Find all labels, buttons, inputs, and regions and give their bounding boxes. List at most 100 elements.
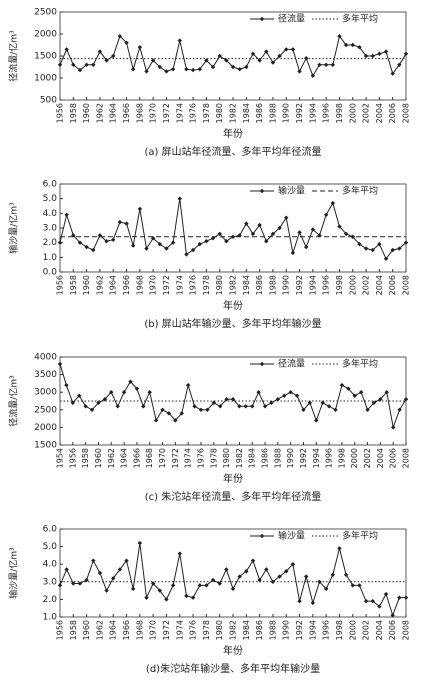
data-point xyxy=(365,407,370,412)
x-tick-label: 2004 xyxy=(375,103,384,123)
data-point xyxy=(102,397,108,402)
data-point xyxy=(357,241,362,247)
x-tick-label: 1974 xyxy=(175,103,184,123)
legend-label: 多年平均 xyxy=(342,530,378,542)
chart-panel: 500 1000 1500 2000 2500 1956 1958 1960 1962 1964 1… xyxy=(8,8,411,159)
data-point xyxy=(323,212,329,217)
data-point xyxy=(84,244,89,250)
data-point xyxy=(264,239,269,244)
data-point xyxy=(71,233,76,238)
data-point xyxy=(343,42,349,48)
y-tick-label: 6.0 xyxy=(43,180,58,190)
x-tick-label: 1984 xyxy=(248,448,257,468)
x-tick-label: 2006 xyxy=(388,275,397,295)
data-point xyxy=(137,45,143,50)
data-point xyxy=(224,397,229,402)
x-tick-label: 1972 xyxy=(162,103,171,123)
x-tick-label: 1972 xyxy=(162,620,171,640)
data-point xyxy=(310,227,316,232)
data-point xyxy=(77,393,82,398)
y-axis-label: 径流量/亿m³ xyxy=(8,30,20,82)
data-point xyxy=(150,581,156,586)
data-point xyxy=(205,407,210,412)
data-point xyxy=(257,58,262,63)
data-point xyxy=(164,597,169,602)
x-tick-label: 1968 xyxy=(145,448,154,468)
y-tick-label: 6.0 xyxy=(43,525,58,535)
data-point xyxy=(337,224,342,229)
x-tick-label: 1958 xyxy=(69,620,78,640)
data-point xyxy=(390,613,395,618)
x-tick-label: 1964 xyxy=(109,275,118,295)
data-point xyxy=(197,67,202,72)
x-tick-label: 1990 xyxy=(282,103,291,123)
data-line xyxy=(59,543,406,617)
data-point xyxy=(157,64,163,70)
data-point xyxy=(64,382,69,388)
x-tick-label: 1992 xyxy=(299,448,308,468)
data-point xyxy=(70,400,76,405)
x-tick-label: 1970 xyxy=(149,620,158,640)
x-tick-label: 2004 xyxy=(375,275,384,295)
data-point xyxy=(204,239,209,244)
x-tick-label: 1978 xyxy=(202,103,211,123)
x-tick-label: 1990 xyxy=(286,448,295,468)
chart-panel: 0.0 1.0 2.0 3.0 4.0 5.0 6.0 1956 1958 1960 1962 196… xyxy=(8,180,411,331)
data-point xyxy=(250,558,256,563)
data-point xyxy=(270,60,276,65)
data-point xyxy=(317,579,322,584)
x-tick-label: 1994 xyxy=(308,620,317,640)
data-point xyxy=(377,51,382,56)
x-tick-label: 1980 xyxy=(215,275,224,295)
data-point xyxy=(270,231,276,237)
x-tick-label: 1984 xyxy=(242,103,251,123)
data-point xyxy=(264,49,269,54)
data-point xyxy=(269,400,274,405)
data-point xyxy=(130,67,136,72)
caption: (d)朱沱站年输沙量、多年平均年输沙量 xyxy=(146,662,320,675)
data-point xyxy=(177,196,182,201)
data-point xyxy=(262,404,268,409)
legend-label: 输沙量 xyxy=(278,530,305,542)
data-point xyxy=(303,574,309,579)
x-tick-label: 1976 xyxy=(189,620,198,640)
x-tick-label: 1986 xyxy=(261,448,270,468)
x-tick-label: 2002 xyxy=(362,620,371,640)
x-tick-label: 2002 xyxy=(362,275,371,295)
data-point xyxy=(160,407,165,412)
legend-label: 多年平均 xyxy=(342,13,378,25)
data-point xyxy=(124,40,129,45)
data-point xyxy=(210,577,216,583)
x-tick-label: 1990 xyxy=(282,275,291,295)
data-point xyxy=(130,243,136,248)
data-point xyxy=(117,219,123,225)
data-point xyxy=(124,558,129,563)
data-point xyxy=(270,579,276,584)
x-tick-label: 1956 xyxy=(56,620,65,640)
x-tick-label: 1988 xyxy=(268,620,277,640)
data-point xyxy=(277,574,282,579)
data-point xyxy=(121,390,127,395)
y-axis-label: 径流量/亿m³ xyxy=(8,375,20,427)
data-point xyxy=(170,583,176,588)
data-point xyxy=(397,595,402,600)
y-tick-label: 1500 xyxy=(34,441,57,451)
data-point xyxy=(237,67,242,72)
data-point xyxy=(377,604,382,609)
data-point xyxy=(141,404,146,409)
data-point xyxy=(403,595,409,600)
data-point xyxy=(184,252,189,257)
x-tick-label: 1978 xyxy=(202,275,211,295)
data-point xyxy=(370,53,375,59)
data-point xyxy=(390,425,396,430)
x-tick-label: 2006 xyxy=(389,448,398,468)
x-tick-label: 1970 xyxy=(158,448,167,468)
data-point xyxy=(352,393,357,398)
x-tick-label: 1956 xyxy=(68,448,77,468)
x-tick-label: 1996 xyxy=(325,448,334,468)
data-point xyxy=(256,390,261,395)
data-point xyxy=(330,62,336,67)
data-point xyxy=(244,64,249,70)
y-tick-label: 500 xyxy=(40,96,57,106)
